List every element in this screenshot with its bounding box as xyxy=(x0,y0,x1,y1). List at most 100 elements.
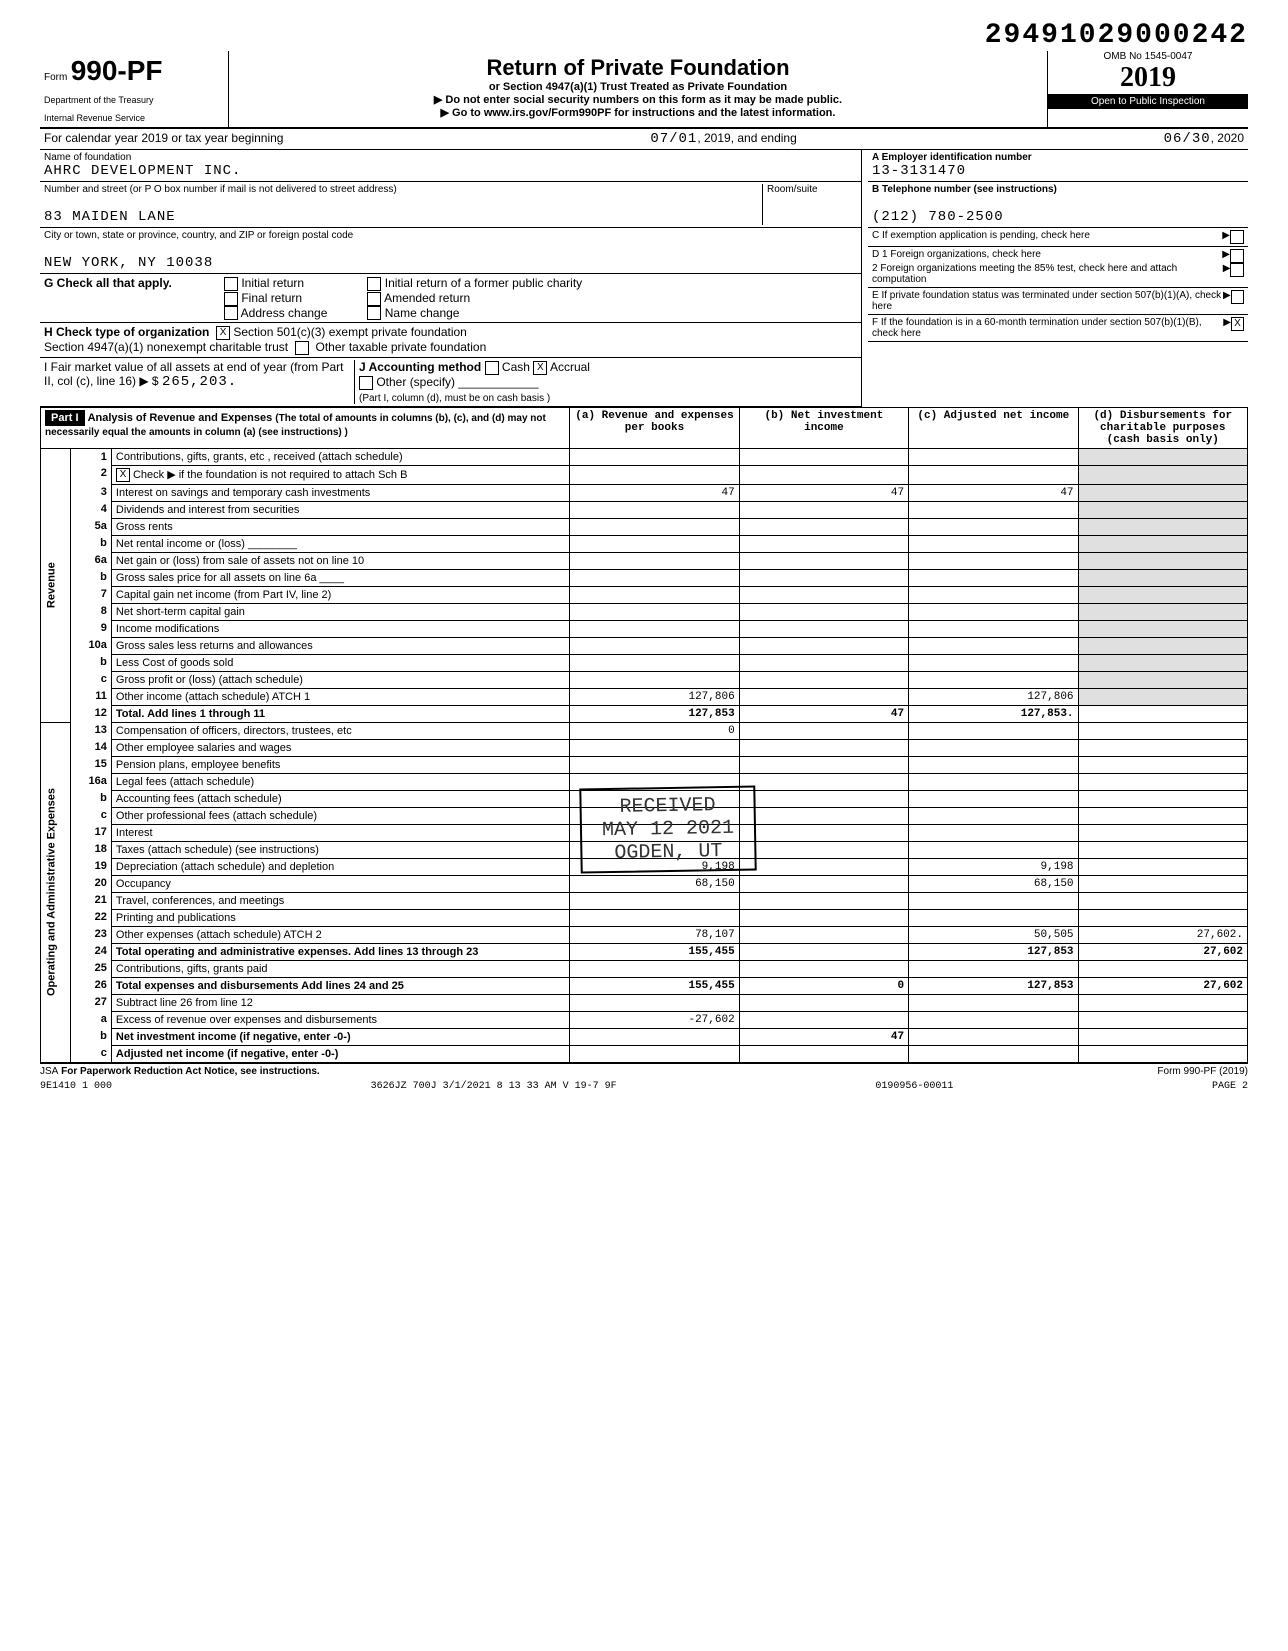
line-label: Interest on savings and temporary cash i… xyxy=(111,484,569,501)
g-amended-checkbox[interactable] xyxy=(367,292,381,306)
col-d-value xyxy=(1078,841,1247,858)
col-c-value xyxy=(909,1028,1078,1045)
line-number: c xyxy=(71,807,112,824)
line-label: Gross sales less returns and allowances xyxy=(111,637,569,654)
col-c-value xyxy=(909,909,1078,926)
col-b-value: 0 xyxy=(739,977,908,994)
col-d-value xyxy=(1078,671,1247,688)
j-cash: Cash xyxy=(502,360,530,374)
j-other: Other (specify) xyxy=(376,375,455,389)
footer-page: PAGE 2 xyxy=(1212,1081,1248,1092)
g-opt-1: Final return xyxy=(241,291,302,305)
i-value: 265,203. xyxy=(162,374,237,390)
g-address-checkbox[interactable] xyxy=(224,306,238,320)
line-label: Net gain or (loss) from sale of assets n… xyxy=(111,552,569,569)
col-a-value: 155,455 xyxy=(570,977,739,994)
box-d1-checkbox[interactable] xyxy=(1230,249,1244,263)
box-i-j: I Fair market value of all assets at end… xyxy=(40,358,861,407)
col-b-value xyxy=(739,892,908,909)
line-number: 19 xyxy=(71,858,112,875)
line-label: Compensation of officers, directors, tru… xyxy=(111,722,569,739)
line-number: 24 xyxy=(71,943,112,960)
open-inspection: Open to Public Inspection xyxy=(1048,94,1248,109)
line-label: Net investment income (if negative, ente… xyxy=(111,1028,569,1045)
box-e-checkbox[interactable] xyxy=(1231,290,1244,304)
table-row: 21 Travel, conferences, and meetings xyxy=(41,892,1248,909)
col-b-value: 47 xyxy=(739,1028,908,1045)
line-number: 4 xyxy=(71,501,112,518)
col-d-value xyxy=(1078,688,1247,705)
period-label-begin: For calendar year 2019 or tax year begin… xyxy=(44,131,283,147)
g-final-checkbox[interactable] xyxy=(224,292,238,306)
line-number: 13 xyxy=(71,722,112,739)
line-number: b xyxy=(71,535,112,552)
h-opt1: Section 501(c)(3) exempt private foundat… xyxy=(233,325,466,339)
line-label: X Check ▶ if the foundation is not requi… xyxy=(111,465,569,484)
col-d-value xyxy=(1078,858,1247,875)
col-b-value xyxy=(739,739,908,756)
h-4947-checkbox[interactable] xyxy=(295,341,309,355)
city: NEW YORK, NY 10038 xyxy=(44,255,857,271)
line-label: Interest xyxy=(111,824,569,841)
box-c-label: C If exemption application is pending, c… xyxy=(872,230,1090,244)
col-c-value xyxy=(909,603,1078,620)
box-d2-checkbox[interactable] xyxy=(1230,263,1244,277)
table-row: 3 Interest on savings and temporary cash… xyxy=(41,484,1248,501)
foundation-name: AHRC DEVELOPMENT INC. xyxy=(44,163,857,179)
line-number: c xyxy=(71,671,112,688)
line-label: Occupancy xyxy=(111,875,569,892)
col-c-header: (c) Adjusted net income xyxy=(909,407,1078,448)
line-number: b xyxy=(71,654,112,671)
box-f-label: F If the foundation is in a 60-month ter… xyxy=(872,317,1223,339)
col-b-header: (b) Net investment income xyxy=(739,407,908,448)
col-b-value xyxy=(739,586,908,603)
omb-number: OMB No 1545-0047 xyxy=(1048,51,1248,62)
line-label: Subtract line 26 from line 12 xyxy=(111,994,569,1011)
line-label: Total expenses and disbursements Add lin… xyxy=(111,977,569,994)
box-c-checkbox[interactable] xyxy=(1230,230,1244,244)
addr-label: Number and street (or P O box number if … xyxy=(44,184,762,195)
phone: (212) 780-2500 xyxy=(872,209,1244,225)
stamp-l2: MAY 12 2021 xyxy=(602,817,734,842)
g-label: G Check all that apply. xyxy=(44,276,224,320)
col-b-value xyxy=(739,773,908,790)
j-accrual-checkbox[interactable]: X xyxy=(533,361,547,375)
col-b-value xyxy=(739,790,908,807)
col-c-value xyxy=(909,790,1078,807)
col-d-value xyxy=(1078,603,1247,620)
g-initial-public-checkbox[interactable] xyxy=(367,277,381,291)
col-b-value xyxy=(739,501,908,518)
j-cash-checkbox[interactable] xyxy=(485,361,499,375)
line-number: 21 xyxy=(71,892,112,909)
table-row: 12 Total. Add lines 1 through 11 127,853… xyxy=(41,705,1248,722)
col-d-value xyxy=(1078,620,1247,637)
line-number: 17 xyxy=(71,824,112,841)
footer-code2: 3626JZ 700J 3/1/2021 8 13 33 AM V 19-7 9… xyxy=(371,1081,617,1092)
j-other-checkbox[interactable] xyxy=(359,376,373,390)
line-label: Income modifications xyxy=(111,620,569,637)
line-number: b xyxy=(71,1028,112,1045)
table-row: 23 Other expenses (attach schedule) ATCH… xyxy=(41,926,1248,943)
col-a-value: 155,455 xyxy=(570,943,739,960)
line-number: b xyxy=(71,790,112,807)
table-row: 6a Net gain or (loss) from sale of asset… xyxy=(41,552,1248,569)
g-name-change-checkbox[interactable] xyxy=(367,306,381,320)
line-number: 3 xyxy=(71,484,112,501)
footer-code1: 9E1410 1 000 xyxy=(40,1081,112,1092)
col-d-value xyxy=(1078,807,1247,824)
col-c-value xyxy=(909,518,1078,535)
h-501c3-checkbox[interactable]: X xyxy=(216,326,230,340)
col-c-value: 127,806 xyxy=(909,688,1078,705)
line-label: Printing and publications xyxy=(111,909,569,926)
form-title: Return of Private Foundation xyxy=(233,55,1043,81)
table-row: b Net rental income or (loss) ________ xyxy=(41,535,1248,552)
col-c-value xyxy=(909,1011,1078,1028)
col-a-value: 78,107 xyxy=(570,926,739,943)
box-f-checkbox[interactable]: X xyxy=(1231,317,1244,331)
line-number: 12 xyxy=(71,705,112,722)
g-initial-checkbox[interactable] xyxy=(224,277,238,291)
col-b-value xyxy=(739,671,908,688)
line-label: Total. Add lines 1 through 11 xyxy=(111,705,569,722)
table-row: c Adjusted net income (if negative, ente… xyxy=(41,1045,1248,1062)
line-label: Capital gain net income (from Part IV, l… xyxy=(111,586,569,603)
